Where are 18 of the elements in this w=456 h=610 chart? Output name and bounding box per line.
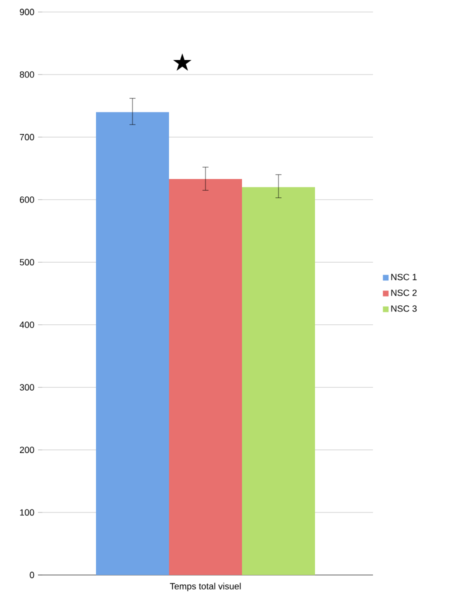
y-tick-label: 700: [20, 134, 34, 140]
y-tick-label: 100: [20, 509, 34, 516]
annotation: ★: [173, 53, 192, 71]
y-tick-label: 500: [20, 259, 34, 266]
legend-label: NSC 2: [391, 290, 417, 296]
bar: [96, 112, 169, 575]
y-tick-label: 800: [20, 71, 34, 78]
y-tick-label: 600: [20, 196, 34, 203]
y-tick-label: 0: [30, 572, 34, 578]
y-tick-label: 300: [20, 384, 34, 391]
x-tick-label: Temps total visuel: [170, 582, 241, 592]
bar: [168, 179, 242, 575]
y-tick-label: 900: [20, 8, 34, 16]
bar: [242, 187, 315, 575]
y-tick-label: 400: [20, 322, 34, 328]
legend-label: NSC 3: [391, 305, 417, 312]
y-tick-label: 200: [20, 446, 34, 454]
legend-label: NSC 1: [391, 274, 417, 280]
